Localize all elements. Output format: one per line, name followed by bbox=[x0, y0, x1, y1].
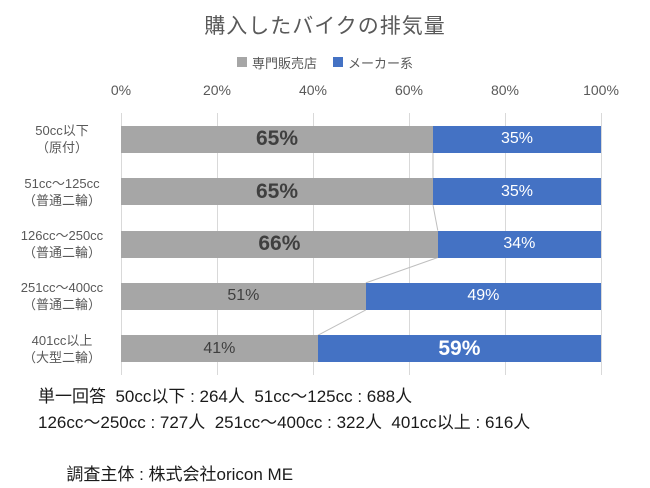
legend-label: 専門販売店 bbox=[251, 55, 317, 71]
bar-row: 65% 35% bbox=[121, 178, 601, 206]
category-label-line2: （普通二輪） bbox=[22, 192, 101, 208]
bar-segment-maker: 34% bbox=[437, 230, 601, 258]
bar-value-label: 51% bbox=[227, 287, 260, 305]
legend-item: メーカー系 bbox=[333, 53, 413, 72]
bar-row: 65% 35% bbox=[121, 125, 601, 153]
bar-segment-dealer: 51% bbox=[121, 282, 366, 310]
category-label-line1: 126cc～250cc bbox=[20, 228, 104, 243]
survey-organizer: 調査主体 : 株式会社oricon ME bbox=[66, 465, 294, 484]
bar-segment-dealer: 41% bbox=[121, 335, 318, 363]
bar-segment-maker: 35% bbox=[433, 178, 601, 206]
bar-segment-maker: 35% bbox=[433, 125, 601, 153]
footer-notes: 単一回答 50cc以下 : 264人 51cc～125cc : 688人 126… bbox=[38, 384, 638, 488]
bar-value-label: 65% bbox=[255, 179, 299, 203]
x-axis-tick-label: 20% bbox=[202, 82, 232, 98]
bar-value-label: 66% bbox=[258, 232, 301, 255]
gridline bbox=[600, 113, 602, 375]
bar-segment-dealer: 66% bbox=[121, 230, 438, 258]
category-label-line2: （普通二輪） bbox=[22, 245, 101, 260]
x-axis-tick-label: 80% bbox=[490, 82, 520, 98]
bar-segment-maker: 59% bbox=[317, 335, 601, 363]
bar-value-label: 65% bbox=[255, 127, 299, 151]
bar-value-label: 41% bbox=[203, 339, 236, 357]
plot-area: 65% 35% 65% 35% 66% 34% 51% 49% 41% 59% bbox=[120, 113, 602, 375]
chart-legend: 専門販売店 メーカー系 bbox=[0, 53, 650, 72]
category-label-line1: 51cc～125cc bbox=[24, 175, 100, 191]
bar-segment-dealer: 65% bbox=[121, 178, 433, 206]
category-label: 251cc～400cc （普通二輪） bbox=[10, 279, 114, 313]
footer-sample-line-1: 単一回答 50cc以下 : 264人 51cc～125cc : 688人 bbox=[38, 387, 413, 406]
category-label: 126cc～250cc （普通二輪） bbox=[10, 227, 114, 261]
category-label-line2: （大型二輪） bbox=[22, 349, 101, 365]
footer-sample-line-2: 126cc～250cc : 727人 251cc～400cc : 322人 40… bbox=[38, 413, 531, 432]
bar-value-label: 35% bbox=[500, 130, 534, 148]
x-axis-tick-label: 40% bbox=[298, 82, 328, 98]
legend-swatch-icon bbox=[236, 57, 247, 67]
category-label-line1: 401cc以上 bbox=[31, 332, 93, 348]
category-label-line1: 251cc～400cc bbox=[20, 280, 104, 296]
bar-segment-maker: 49% bbox=[365, 282, 601, 310]
bar-segment-dealer: 65% bbox=[121, 125, 433, 153]
bar-value-label: 49% bbox=[467, 287, 500, 305]
x-axis-tick-label: 60% bbox=[394, 82, 424, 98]
bar-value-label: 59% bbox=[438, 336, 481, 360]
footer-survey-line: 調査主体 : 株式会社oricon ME 調査手法 : インターネット調査 bbox=[38, 436, 638, 488]
x-axis-tick-label: 0% bbox=[110, 82, 132, 98]
bar-row: 66% 34% bbox=[121, 230, 601, 258]
bar-value-label: 34% bbox=[503, 235, 536, 252]
legend-label: メーカー系 bbox=[348, 55, 414, 71]
legend-swatch-icon bbox=[333, 57, 343, 67]
bar-row: 41% 59% bbox=[121, 335, 601, 363]
category-label: 51cc～125cc （普通二輪） bbox=[10, 175, 114, 209]
category-label-line1: 50cc以下 bbox=[35, 123, 89, 139]
chart-title: 購入したバイクの排気量 bbox=[204, 15, 446, 38]
category-label-line2: （原付） bbox=[35, 140, 88, 156]
category-label: 401cc以上 （大型二輪） bbox=[10, 332, 114, 366]
category-label-line2: （普通二輪） bbox=[22, 297, 101, 313]
series-connector-lines bbox=[317, 152, 439, 336]
category-label: 50cc以下 （原付） bbox=[10, 122, 114, 156]
bar-value-label: 35% bbox=[500, 182, 534, 200]
bar-row: 51% 49% bbox=[121, 282, 601, 310]
x-axis-tick-label: 100% bbox=[583, 82, 619, 98]
legend-item: 専門販売店 bbox=[236, 53, 317, 72]
